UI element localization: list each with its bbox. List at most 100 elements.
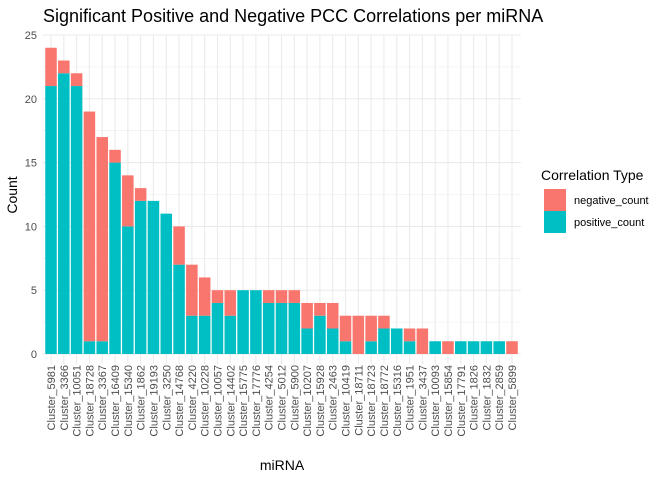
x-tick-label: Cluster_10051	[72, 365, 84, 437]
x-tick-label: Cluster_1951	[405, 365, 417, 430]
bar-negative-Cluster_15928	[314, 302, 326, 316]
bar-negative-Cluster_3366	[58, 60, 70, 74]
y-tick-label: 0	[31, 349, 37, 361]
x-tick-label: Cluster_10093	[430, 365, 442, 437]
y-axis-title: Count	[4, 176, 20, 213]
x-tick-label: Cluster_14768	[174, 365, 186, 437]
bar-negative-Cluster_10228	[198, 277, 211, 316]
bar-positive-Cluster_15340	[122, 226, 134, 354]
x-tick-label: Cluster_2463	[328, 365, 340, 430]
x-tick-label: Cluster_18711	[353, 365, 365, 436]
x-tick-label: Cluster_18728	[84, 365, 96, 437]
x-tick-label: Cluster_10228	[200, 365, 212, 437]
x-tick-label: Cluster_19193	[148, 365, 160, 437]
bar-positive-Cluster_10093	[429, 341, 441, 354]
bar-positive-Cluster_10228	[198, 315, 211, 354]
bars	[45, 47, 518, 354]
x-tick-label: Cluster_3250	[161, 365, 173, 430]
bar-negative-Cluster_4254	[262, 290, 275, 303]
bar-positive-Cluster_15928	[314, 315, 326, 354]
bar-negative-Cluster_3437	[416, 328, 429, 354]
bar-positive-Cluster_2859	[493, 341, 505, 354]
bar-positive-Cluster_1832	[480, 341, 493, 354]
bar-negative-Cluster_14402	[224, 290, 237, 316]
x-tick-label: Cluster_14402	[225, 365, 237, 437]
legend-swatch-negative	[544, 189, 566, 211]
bar-positive-Cluster_10057	[211, 302, 224, 354]
bar-positive-Cluster_5900	[288, 302, 301, 354]
x-tick-label: Cluster_1826	[469, 365, 481, 430]
x-tick-label: Cluster_15928	[315, 365, 327, 437]
x-tick-label: Cluster_1862	[136, 365, 148, 430]
y-tick-label: 5	[31, 285, 37, 297]
bar-negative-Cluster_1862	[134, 188, 147, 201]
bar-negative-Cluster_18728	[83, 111, 96, 342]
x-tick-label: Cluster_10057	[212, 365, 224, 437]
x-tick-label: Cluster_3437	[417, 365, 429, 430]
bar-negative-Cluster_10419	[339, 315, 352, 342]
y-tick-label: 15	[25, 158, 37, 170]
bar-positive-Cluster_2463	[326, 328, 339, 354]
bar-negative-Cluster_10051	[70, 73, 83, 87]
bar-positive-Cluster_3366	[58, 73, 70, 354]
bar-negative-Cluster_10057	[211, 290, 224, 303]
x-tick-label: Cluster_15316	[392, 365, 404, 437]
bar-positive-Cluster_18728	[83, 341, 96, 354]
bar-negative-Cluster_15340	[122, 175, 134, 227]
bar-negative-Cluster_5899	[506, 341, 518, 354]
x-tick-label: Cluster_17776	[251, 365, 263, 437]
bar-negative-Cluster_14768	[173, 226, 185, 265]
x-tick-label: Cluster_18723	[366, 365, 378, 437]
x-axis-title: miRNA	[260, 457, 305, 473]
x-tick-label: Cluster_16409	[110, 365, 122, 437]
bar-positive-Cluster_18772	[378, 328, 390, 354]
bar-positive-Cluster_19193	[147, 200, 160, 354]
x-tick-label: Cluster_5981	[46, 365, 58, 430]
bar-negative-Cluster_5900	[288, 290, 301, 303]
bar-positive-Cluster_3367	[96, 341, 108, 354]
bar-negative-Cluster_18723	[365, 315, 377, 342]
y-tick-label: 25	[25, 30, 37, 42]
bar-positive-Cluster_1826	[467, 341, 480, 354]
x-tick-label: Cluster_4254	[264, 365, 276, 430]
x-tick-label: Cluster_3367	[97, 365, 109, 430]
x-tick-label: Cluster_15340	[123, 365, 135, 437]
bar-positive-Cluster_1951	[403, 341, 416, 354]
x-tick-label: Cluster_2859	[494, 365, 506, 430]
bar-negative-Cluster_18772	[378, 315, 390, 329]
bar-positive-Cluster_1862	[134, 200, 147, 354]
bar-positive-Cluster_15775	[237, 290, 249, 354]
bar-positive-Cluster_10051	[70, 86, 83, 354]
x-tick-label: Cluster_10419	[341, 365, 353, 437]
bar-positive-Cluster_15316	[390, 328, 403, 354]
legend: Correlation Type negative_count positive…	[541, 167, 649, 233]
legend-label-negative: negative_count	[574, 195, 649, 207]
y-tick-label: 20	[25, 94, 37, 106]
legend-swatch-positive	[544, 211, 566, 233]
x-tick-label: Cluster_3366	[59, 365, 71, 430]
legend-label-positive: positive_count	[574, 217, 644, 229]
bar-negative-Cluster_1951	[403, 328, 416, 342]
bar-positive-Cluster_18723	[365, 341, 377, 354]
bar-positive-Cluster_14402	[224, 315, 237, 354]
legend-title: Correlation Type	[541, 167, 644, 183]
y-tick-label: 10	[25, 221, 37, 233]
bar-positive-Cluster_4220	[186, 315, 198, 354]
x-tick-label: Cluster_4220	[187, 365, 199, 430]
x-tick-label: Cluster_1832	[481, 365, 493, 430]
bar-positive-Cluster_10207	[301, 328, 313, 354]
x-tick-label: Cluster_5012	[277, 365, 289, 430]
x-tick-label: Cluster_17791	[456, 365, 468, 437]
bar-negative-Cluster_5012	[275, 290, 288, 303]
bar-positive-Cluster_17776	[250, 290, 262, 354]
bar-positive-Cluster_17791	[455, 341, 467, 354]
bar-negative-Cluster_2463	[326, 302, 339, 329]
x-tick-label: Cluster_15775	[238, 365, 250, 437]
x-tick-label: Cluster_5899	[507, 365, 519, 430]
bar-negative-Cluster_10207	[301, 302, 313, 329]
y-axis-ticks: 0 5 10 15 20 25	[25, 30, 37, 361]
chart-title: Significant Positive and Negative PCC Co…	[43, 6, 543, 26]
bar-negative-Cluster_4220	[186, 264, 198, 316]
bar-positive-Cluster_3250	[160, 213, 173, 354]
